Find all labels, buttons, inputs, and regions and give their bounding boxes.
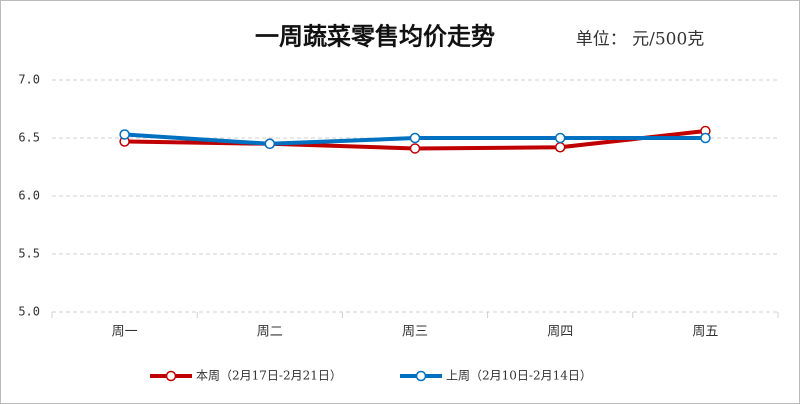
- legend-label: 上周（2月10日-2月14日）: [446, 369, 592, 383]
- chart-title: 一周蔬菜零售均价走势: [255, 22, 495, 51]
- point: [409, 132, 421, 144]
- legend-label: 本周（2月17日-2月21日）: [196, 369, 342, 383]
- legend-marker: [165, 370, 177, 382]
- point: [554, 142, 566, 153]
- chart-subtitle: 单位： 元/500克: [576, 30, 705, 50]
- point: [119, 129, 130, 140]
- point: [264, 138, 276, 150]
- x-tick-label: 周三: [402, 325, 428, 340]
- x-tick-label: 周二: [257, 325, 283, 340]
- x-tick-label: 周一: [112, 325, 138, 340]
- x-tick-label: 周四: [547, 325, 573, 340]
- point: [700, 132, 711, 144]
- point: [554, 132, 566, 144]
- y-tick-label: 6.5: [18, 131, 40, 145]
- point: [409, 143, 421, 154]
- x-tick-label: 周五: [692, 325, 718, 340]
- y-tick-label: 6.0: [18, 189, 40, 203]
- y-tick-label: 7.0: [18, 73, 40, 87]
- y-tick-label: 5.5: [18, 247, 40, 261]
- y-tick-label: 5.0: [18, 305, 40, 319]
- legend-marker: [415, 370, 427, 382]
